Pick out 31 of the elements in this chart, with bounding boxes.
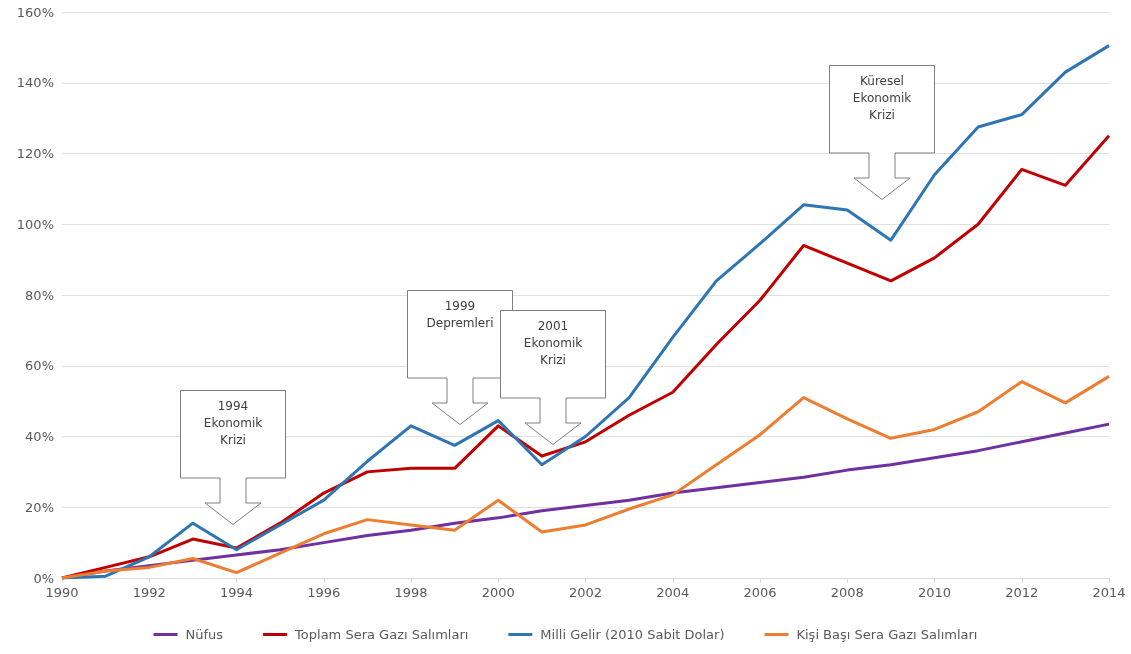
x-tick-label: 2010 (917, 585, 952, 600)
y-tick-label: 0% (33, 570, 54, 586)
x-tick-label: 2008 (830, 585, 864, 600)
x-tick-label: 2002 (568, 585, 603, 600)
y-tick-label: 40% (25, 429, 54, 444)
legend-label: Nüfus (185, 627, 224, 642)
annotation: 1999 Depremleri (425, 298, 495, 332)
x-tick-label: 1990 (45, 585, 79, 600)
y-tick-label: 100% (16, 216, 54, 232)
y-tick-label: 160% (16, 4, 54, 20)
legend-label: Toplam Sera Gazı Salımları (294, 627, 469, 642)
y-tick-label: 120% (16, 146, 54, 161)
annotation: Küresel Ekonomik Krizi (851, 73, 913, 124)
x-tick-label: 1996 (307, 585, 341, 600)
line-series (60, 374, 1111, 580)
legend-label: Kişi Başı Sera Gazı Salımları (796, 627, 978, 642)
y-tick-label: 140% (16, 75, 54, 91)
x-tick-label: 1992 (132, 585, 166, 600)
x-tick-label: 1998 (394, 585, 428, 600)
y-tick-label: 60% (25, 358, 54, 374)
x-tick-label: 2012 (1005, 585, 1039, 600)
x-tick-label: 1994 (219, 585, 254, 600)
legend-label: Milli Gelir (2010 Sabit Dolar) (540, 627, 725, 642)
x-tick-label: 2000 (481, 585, 515, 600)
x-tick-label: 2004 (656, 585, 690, 600)
x-tick-label: 2014 (1092, 585, 1126, 600)
annotation: 1994 Ekonomik Krizi (202, 398, 264, 449)
x-tick-label: 2006 (743, 585, 777, 600)
y-tick-label: 20% (25, 499, 54, 515)
y-tick-label: 80% (25, 287, 54, 303)
annotation: 2001 Ekonomik Krizi (522, 318, 584, 369)
